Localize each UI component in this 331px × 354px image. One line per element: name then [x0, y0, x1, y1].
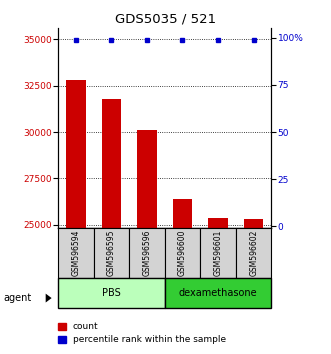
Text: agent: agent	[3, 293, 31, 303]
Bar	[173, 199, 192, 228]
Text: GSM596601: GSM596601	[213, 230, 222, 276]
Bar	[236, 228, 271, 278]
Bar	[66, 80, 85, 228]
Polygon shape	[46, 293, 52, 303]
Text: count: count	[73, 322, 98, 331]
Bar	[165, 278, 271, 308]
Bar	[200, 228, 236, 278]
Text: GSM596596: GSM596596	[142, 230, 151, 276]
Bar	[129, 228, 165, 278]
Bar	[102, 99, 121, 228]
Text: GSM596595: GSM596595	[107, 230, 116, 276]
Text: PBS: PBS	[102, 288, 121, 298]
Text: GSM596594: GSM596594	[71, 230, 80, 276]
Text: GSM596602: GSM596602	[249, 230, 258, 276]
Text: dexamethasone: dexamethasone	[179, 288, 258, 298]
Bar	[58, 278, 165, 308]
Text: GDS5035 / 521: GDS5035 / 521	[115, 12, 216, 25]
Bar	[137, 130, 157, 228]
Bar	[244, 219, 263, 228]
Bar	[93, 228, 129, 278]
Bar	[165, 228, 200, 278]
Bar	[208, 218, 228, 228]
Text: GSM596600: GSM596600	[178, 230, 187, 276]
Text: percentile rank within the sample: percentile rank within the sample	[73, 335, 226, 344]
Bar	[58, 228, 93, 278]
